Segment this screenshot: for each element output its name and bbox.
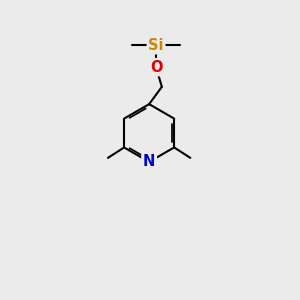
Text: O: O (150, 60, 162, 75)
Text: Si: Si (148, 38, 164, 53)
Text: N: N (143, 154, 155, 169)
